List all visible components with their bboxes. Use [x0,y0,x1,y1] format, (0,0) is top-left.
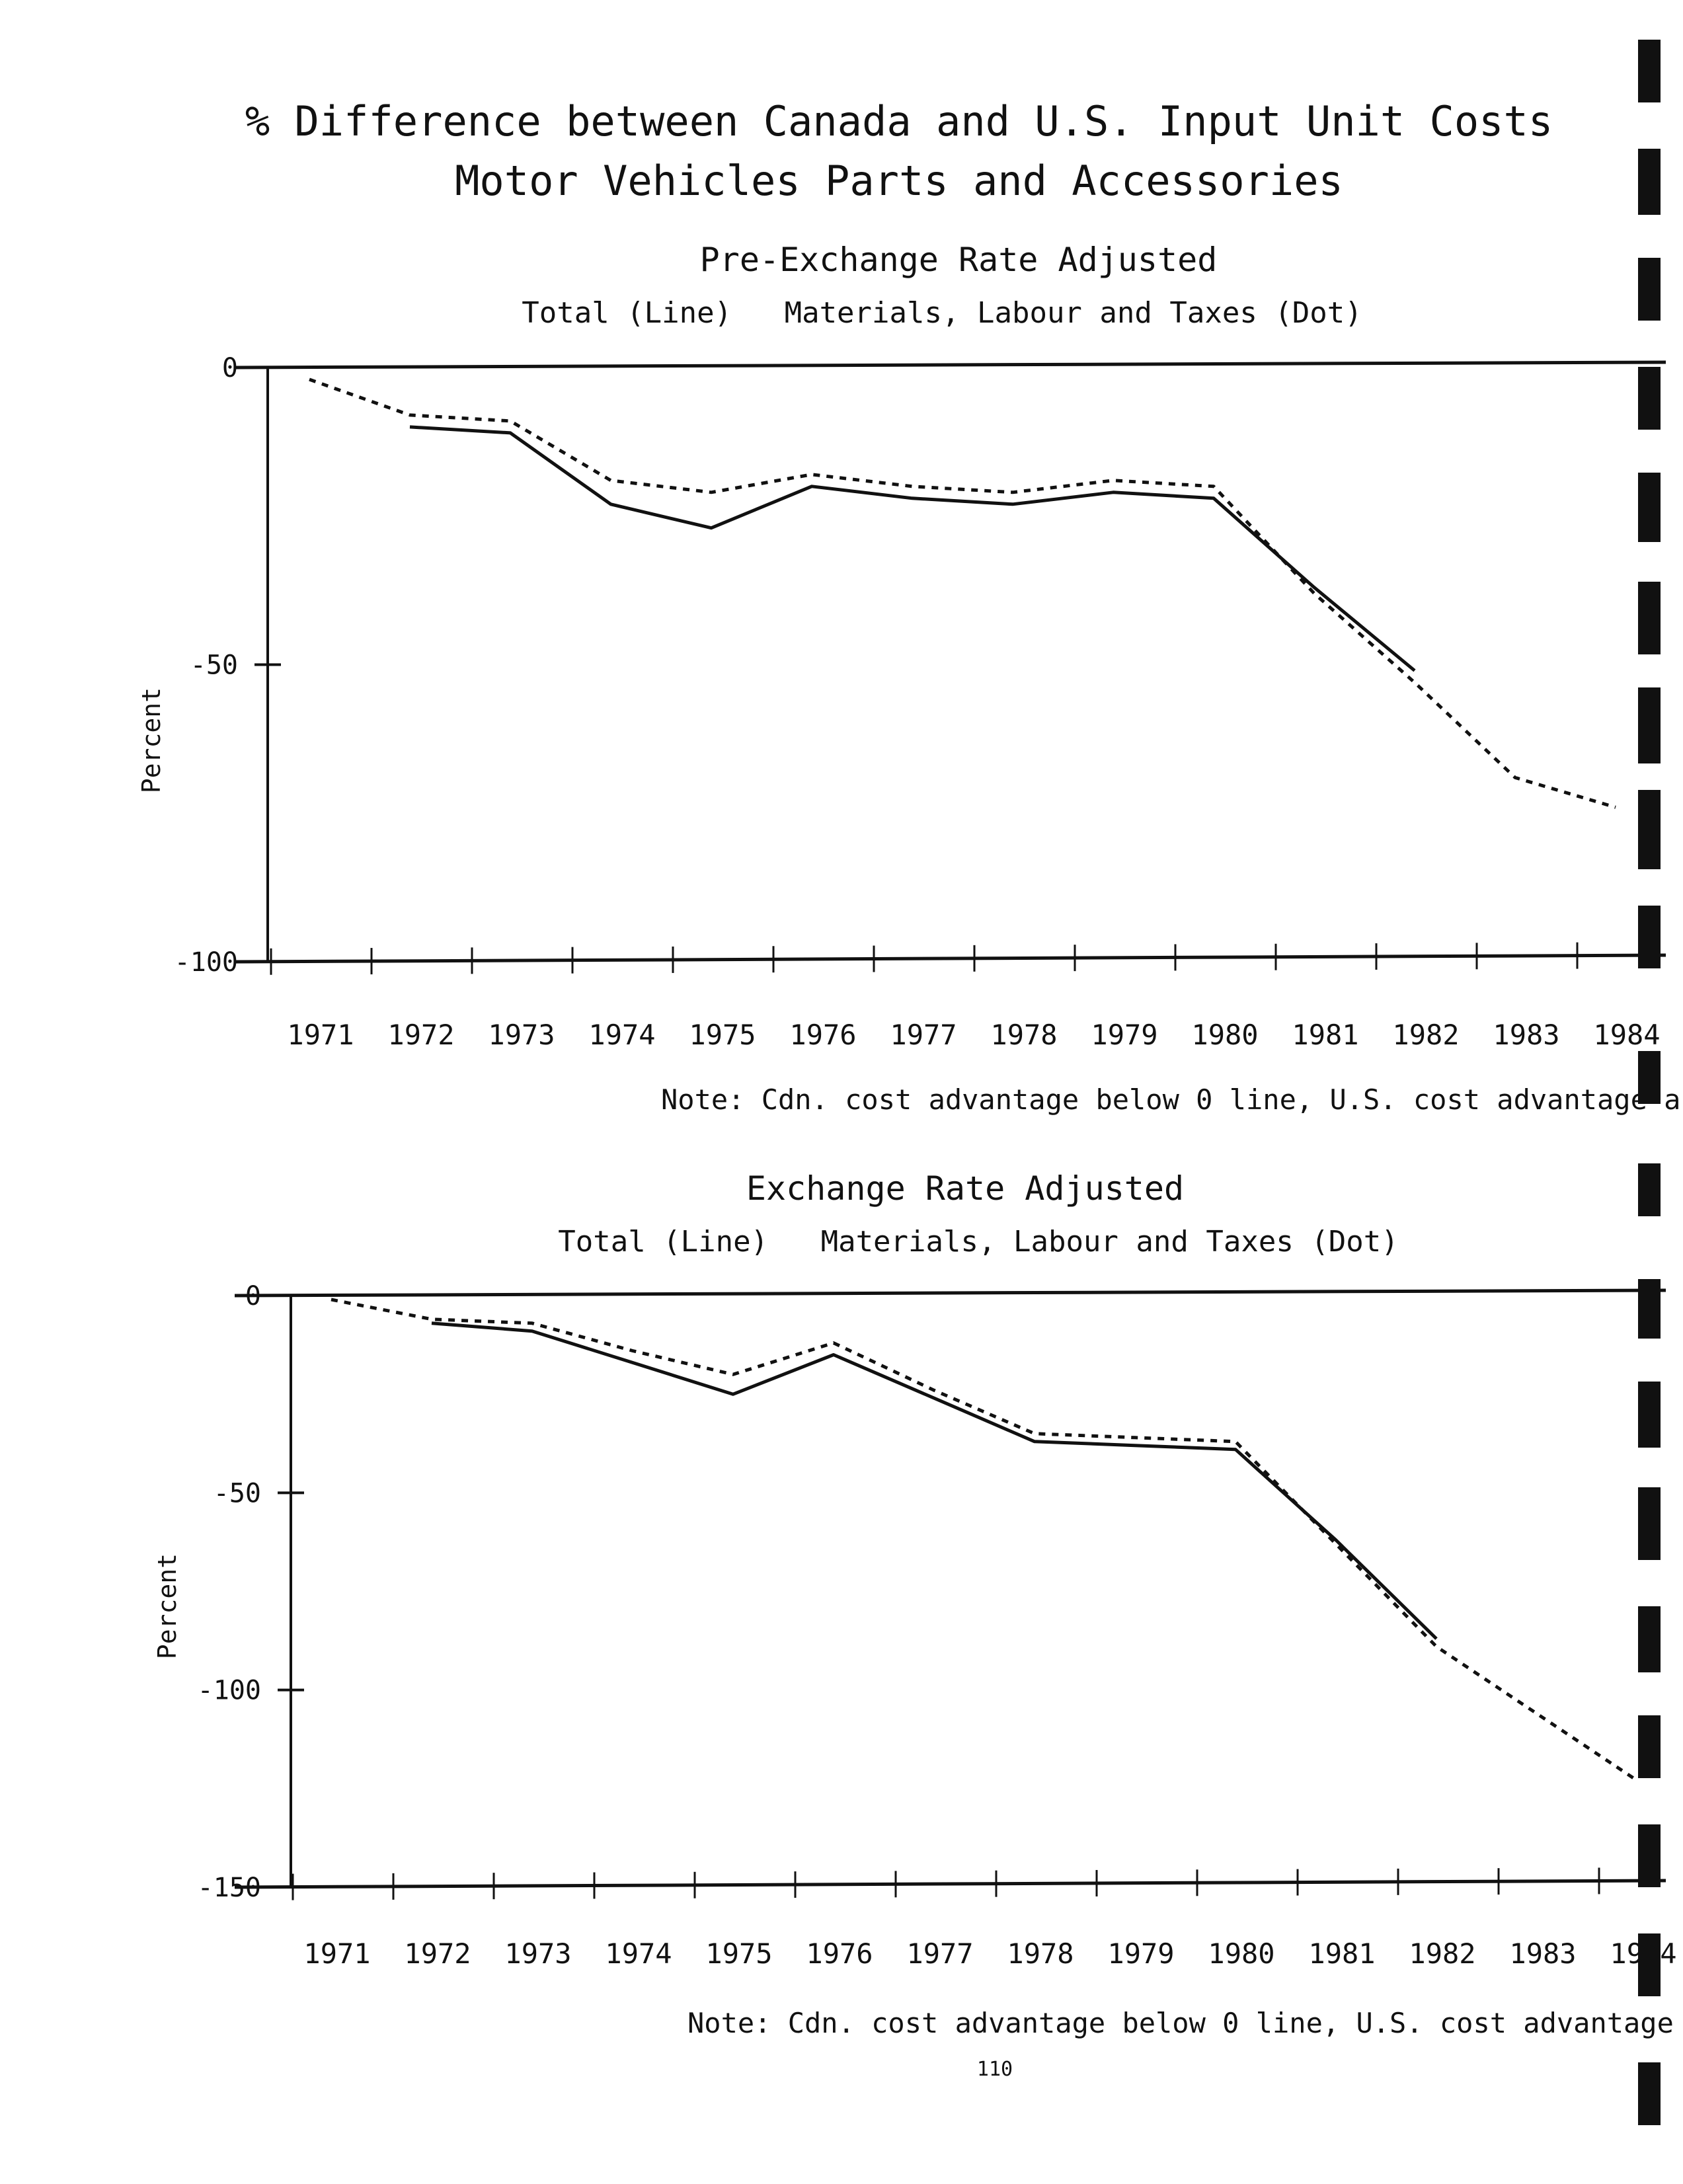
scan-mark [1638,1051,1661,1104]
scan-mark [1638,906,1661,968]
x-tick-label: 1984 [1593,1019,1660,1051]
scan-mark [1638,473,1661,542]
x-tick-label: 1977 [906,1937,973,1970]
scan-mark [1638,149,1661,215]
y-tick-label: -50 [214,1478,261,1508]
y-tick-label: -100 [175,947,238,978]
scan-mark [1638,582,1661,654]
scan-mark [1638,1933,1661,1996]
series-dotted-line [309,377,1616,809]
y-tick-label: 0 [245,1281,261,1311]
chart-title: Pre-Exchange Rate Adjusted [700,241,1218,279]
chart-note: Note: Cdn. cost advantage below 0 line, … [661,1083,1683,1116]
page-subtitle: Motor Vehicles Parts and Accessories [455,157,1343,205]
x-tick-label: 1976 [806,1937,873,1970]
y-tick-label: 0 [222,353,238,383]
x-tick-label: 1971 [303,1937,370,1970]
scan-mark [1638,2062,1661,2125]
x-tick-label: 1983 [1493,1019,1559,1051]
chart-title: Exchange Rate Adjusted [746,1169,1184,1208]
page-title: % Difference between Canada and U.S. Inp… [245,97,1553,145]
x-tick-label: 1972 [387,1019,454,1051]
chart-note: Note: Cdn. cost advantage below 0 line, … [687,2007,1683,2039]
page-number: 110 [977,2058,1013,2081]
series-solid-line [409,425,1416,672]
series-dotted-line [331,1298,1639,1782]
scan-mark [1638,790,1661,869]
scan-mark [1638,1163,1661,1216]
exchange-adjusted-chart: Exchange Rate Adjusted Total (Line) Mate… [153,1169,1683,2039]
x-tick-label: 1972 [404,1937,471,1970]
x-tick-label: 1977 [890,1019,957,1051]
x-tick-label: 1982 [1392,1019,1459,1051]
scan-mark [1638,687,1661,763]
scan-mark [1638,1715,1661,1778]
x-tick-label: 1975 [705,1937,772,1970]
scan-mark [1638,1824,1661,1887]
chart-subtitle: Total (Line) Materials, Labour and Taxes… [522,296,1362,330]
scan-mark [1638,367,1661,430]
scan-mark [1638,1279,1661,1339]
x-tick-label: 1978 [990,1019,1057,1051]
y-tick-label: -150 [198,1873,261,1903]
pre-exchange-chart: Pre-Exchange Rate Adjusted Total (Line) … [137,241,1683,1116]
scan-mark [1638,1382,1661,1448]
zero-line [234,1288,1666,1298]
x-tick-label: 1980 [1208,1937,1274,1970]
y-tick-label: -100 [198,1676,261,1706]
scan-mark [1638,1606,1661,1672]
x-tick-label: 1981 [1308,1937,1375,1970]
x-tick-label: 1973 [504,1937,571,1970]
scan-mark [1638,258,1661,321]
x-tick-label: 1974 [605,1937,672,1970]
zero-line [234,360,1666,370]
x-tick-label: 1979 [1107,1937,1174,1970]
x-tick-label: 1982 [1409,1937,1475,1970]
x-axis [234,1879,1666,1889]
scan-mark [1638,40,1661,102]
y-tick-label: -50 [190,650,238,681]
chart-subtitle: Total (Line) Materials, Labour and Taxes… [558,1225,1399,1259]
x-axis [234,953,1666,964]
x-tick-label: 1978 [1007,1937,1074,1970]
x-tick-label: 1974 [588,1019,655,1051]
x-tick-label: 1976 [789,1019,856,1051]
x-tick-label: 1975 [689,1019,756,1051]
x-tick-label: 1971 [287,1019,354,1051]
x-tick-label: 1981 [1292,1019,1358,1051]
x-tick-label: 1983 [1509,1937,1576,1970]
scan-mark [1638,1487,1661,1560]
scan-edge-marks [1638,40,1661,2125]
y-axis-label: Percent [153,1553,182,1659]
x-tick-label: 1980 [1191,1019,1258,1051]
series-solid-line [431,1321,1438,1640]
x-tick-label: 1973 [488,1019,555,1051]
x-tick-label: 1979 [1091,1019,1157,1051]
y-axis-label: Percent [137,687,166,793]
